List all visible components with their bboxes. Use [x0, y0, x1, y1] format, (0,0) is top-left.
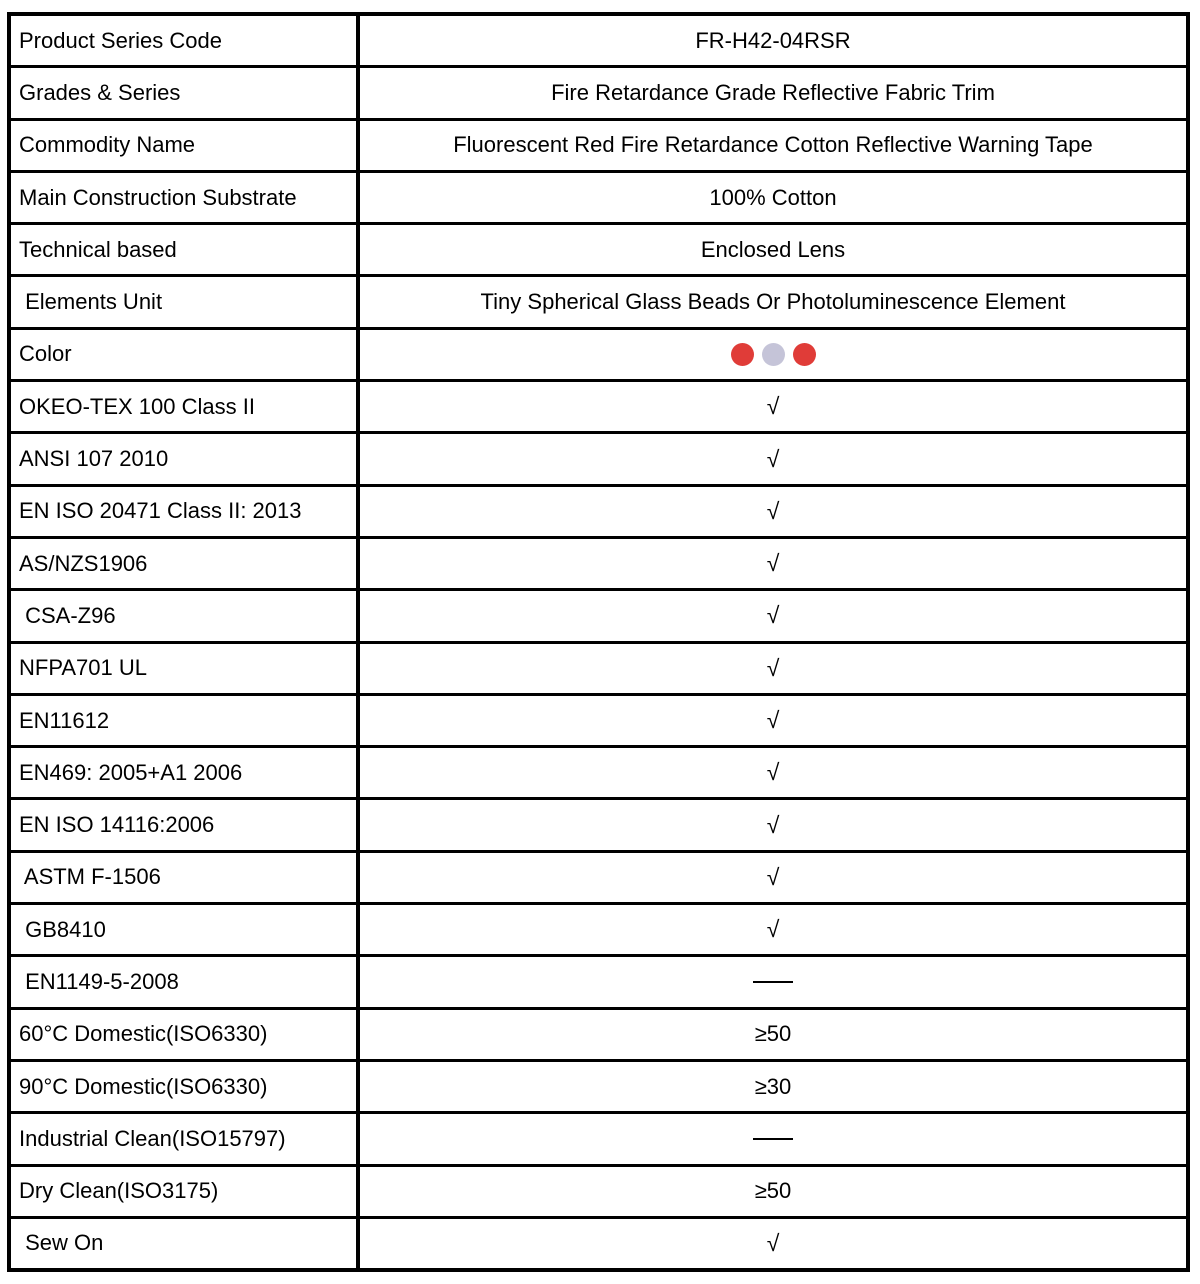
table-row: EN1149-5-2008	[11, 957, 1186, 1010]
table-row: GB8410 √	[11, 905, 1186, 958]
row-label: EN ISO 14116:2006	[11, 800, 360, 850]
row-value: √	[766, 916, 780, 943]
row-label: Grades & Series	[11, 68, 360, 118]
table-row: OKEO-TEX 100 Class II √	[11, 382, 1186, 435]
row-label: Sew On	[11, 1218, 360, 1269]
row-label: Industrial Clean(ISO15797)	[11, 1114, 360, 1164]
row-label: EN1149-5-2008	[11, 957, 360, 1007]
row-value: ≥50	[754, 1178, 792, 1204]
color-swatch-dot	[792, 342, 816, 366]
row-value: √	[766, 654, 780, 681]
row-label: Elements Unit	[11, 277, 360, 327]
table-row: Main Construction Substrate 100% Cotton	[11, 172, 1186, 226]
table-row: Color	[11, 329, 1186, 383]
row-label: AS/NZS1906	[11, 538, 360, 589]
row-label: OKEO-TEX 100 Class II	[11, 382, 360, 432]
row-value: Tiny Spherical Glass Beads Or Photolumin…	[480, 289, 1066, 315]
table-row: AS/NZS1906 √	[11, 538, 1186, 592]
row-label: NFPA701 UL	[11, 643, 360, 693]
row-value: ≥50	[754, 1021, 792, 1047]
row-value	[360, 957, 1186, 1006]
row-label: EN11612	[11, 695, 360, 746]
row-label: Commodity Name	[11, 120, 360, 170]
row-value: √	[766, 811, 780, 838]
row-value: √	[766, 1229, 780, 1256]
row-value: √	[766, 550, 780, 577]
table-row: Product Series Code FR-H42-04RSR	[11, 16, 1186, 69]
table-row: Grades & Series Fire Retardance Grade Ref…	[11, 68, 1186, 121]
table-row: Dry Clean(ISO3175) ≥50	[11, 1166, 1186, 1219]
row-value: FR-H42-04RSR	[695, 27, 851, 53]
row-value	[360, 1114, 1186, 1163]
table-row: Technical based Enclosed Lens	[11, 225, 1186, 278]
row-value: Fluorescent Red Fire Retardance Cotton R…	[453, 132, 1093, 158]
table-row: 60°C Domestic(ISO6330) ≥50	[11, 1009, 1186, 1062]
row-label: Dry Clean(ISO3175)	[11, 1166, 360, 1216]
row-value: 100% Cotton	[709, 184, 837, 210]
row-label: ASTM F-1506	[11, 852, 360, 903]
table-row: EN ISO 14116:2006 √	[11, 800, 1186, 853]
row-label: GB8410	[11, 905, 360, 955]
table-row: EN ISO 20471 Class II: 2013 √	[11, 486, 1186, 539]
table-row: ASTM F-1506 √	[11, 852, 1186, 906]
dash-mark	[753, 980, 793, 983]
row-label: Main Construction Substrate	[11, 172, 360, 223]
row-label: CSA-Z96	[11, 591, 360, 641]
row-label: Product Series Code	[11, 16, 360, 66]
table-row: EN469: 2005+A1 2006 √	[11, 748, 1186, 801]
table-row: CSA-Z96 √	[11, 591, 1186, 644]
row-value: √	[766, 863, 780, 890]
table-row: 90°C Domestic(ISO6330) ≥30	[11, 1061, 1186, 1115]
row-label: EN469: 2005+A1 2006	[11, 748, 360, 798]
row-value: √	[766, 393, 780, 420]
row-label: 90°C Domestic(ISO6330)	[11, 1061, 360, 1112]
row-label: 60°C Domestic(ISO6330)	[11, 1009, 360, 1059]
row-value: Enclosed Lens	[700, 236, 846, 262]
table-row: Elements Unit Tiny Spherical Glass Beads …	[11, 277, 1186, 330]
table-row: Commodity Name Fluorescent Red Fire Retar…	[11, 120, 1186, 173]
row-label: EN ISO 20471 Class II: 2013	[11, 486, 360, 536]
color-swatch-dot	[761, 342, 785, 366]
spec-table: Product Series Code FR-H42-04RSR Grades & …	[7, 12, 1190, 1272]
dash-mark	[753, 1137, 793, 1140]
row-label: Color	[11, 329, 360, 380]
row-label: Technical based	[11, 225, 360, 275]
table-row: NFPA701 UL √	[11, 643, 1186, 696]
table-row: EN11612 √	[11, 695, 1186, 749]
row-value: √	[766, 497, 780, 524]
color-swatch-dot	[730, 342, 754, 366]
row-value: √	[766, 759, 780, 786]
row-value: Fire Retardance Grade Reflective Fabric …	[551, 79, 995, 105]
row-value: √	[766, 602, 780, 629]
row-value: √	[766, 445, 780, 472]
table-row: ANSI 107 2010 √	[11, 434, 1186, 487]
row-label: ANSI 107 2010	[11, 434, 360, 484]
table-row: Industrial Clean(ISO15797)	[11, 1114, 1186, 1167]
row-value: ≥30	[754, 1073, 792, 1099]
row-value	[360, 330, 1186, 379]
row-value: √	[766, 707, 780, 733]
table-row: Sew On √	[11, 1218, 1186, 1269]
